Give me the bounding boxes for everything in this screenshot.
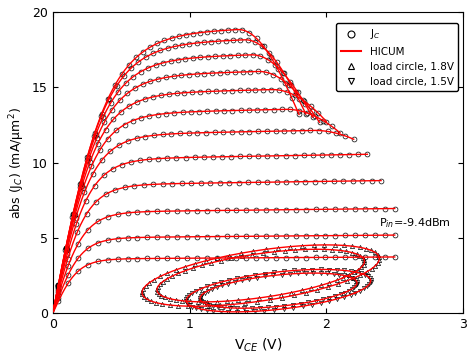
X-axis label: V$_{CE}$ (V): V$_{CE}$ (V) bbox=[234, 337, 282, 354]
Legend: J$_C$, HICUM, load circle, 1.8V, load circle, 1.5V: J$_C$, HICUM, load circle, 1.8V, load ci… bbox=[337, 23, 458, 91]
Text: P$_{in}$=-9.4dBm: P$_{in}$=-9.4dBm bbox=[379, 216, 451, 230]
Y-axis label: abs (J$_C$) (mA/μm$^2$): abs (J$_C$) (mA/μm$^2$) bbox=[7, 106, 27, 218]
